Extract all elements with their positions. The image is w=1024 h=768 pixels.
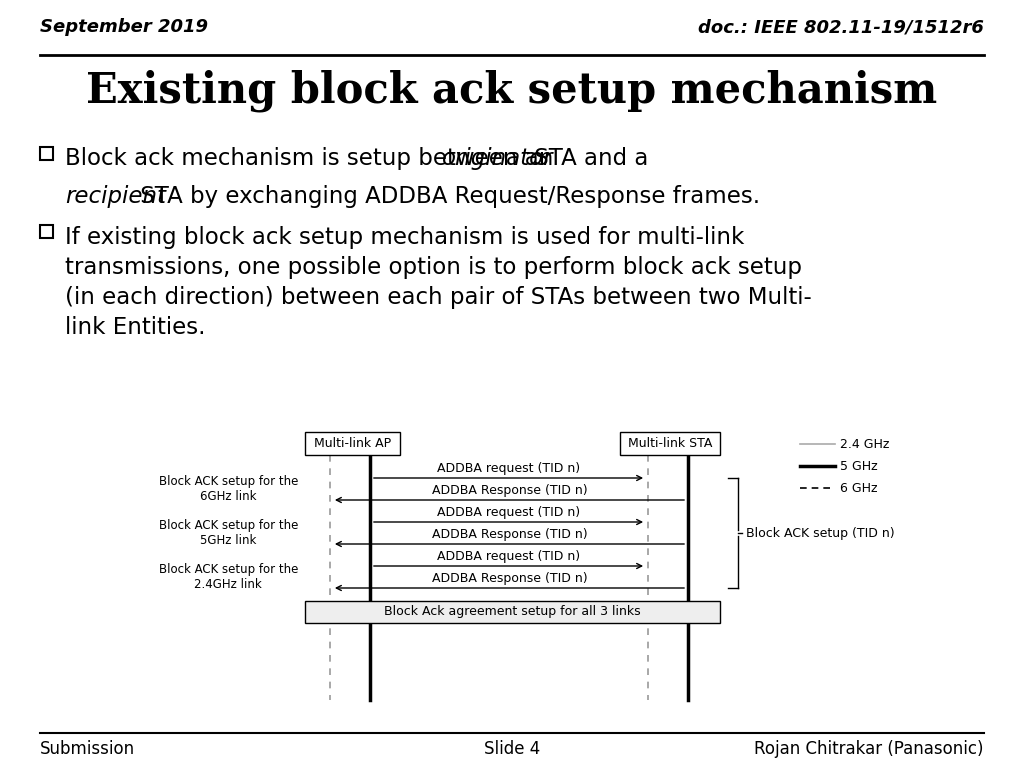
Text: Submission: Submission xyxy=(40,740,135,758)
Text: recipient: recipient xyxy=(65,185,166,208)
Text: ADDBA Response (TID n): ADDBA Response (TID n) xyxy=(432,528,588,541)
Text: Multi-link AP: Multi-link AP xyxy=(314,437,391,450)
Text: ADDBA request (TID n): ADDBA request (TID n) xyxy=(437,462,580,475)
Text: 2.4 GHz: 2.4 GHz xyxy=(840,438,890,451)
Text: Multi-link STA: Multi-link STA xyxy=(628,437,712,450)
Bar xyxy=(40,147,53,160)
Text: Block ACK setup for the
6GHz link: Block ACK setup for the 6GHz link xyxy=(159,475,298,503)
Text: Slide 4: Slide 4 xyxy=(484,740,540,758)
Text: Block ack mechanism is setup between an: Block ack mechanism is setup between an xyxy=(65,147,560,170)
Text: Block ACK setup (TID n): Block ACK setup (TID n) xyxy=(746,527,895,539)
Text: Block ACK setup for the
2.4GHz link: Block ACK setup for the 2.4GHz link xyxy=(159,563,298,591)
Bar xyxy=(305,601,720,623)
Text: Existing block ack setup mechanism: Existing block ack setup mechanism xyxy=(86,70,938,112)
Bar xyxy=(40,225,53,238)
Text: ADDBA request (TID n): ADDBA request (TID n) xyxy=(437,550,580,563)
Text: Rojan Chitrakar (Panasonic): Rojan Chitrakar (Panasonic) xyxy=(755,740,984,758)
Bar xyxy=(305,432,400,455)
Text: Block ACK setup for the
5GHz link: Block ACK setup for the 5GHz link xyxy=(159,519,298,547)
Bar xyxy=(620,432,720,455)
Text: 6 GHz: 6 GHz xyxy=(840,482,878,495)
Text: If existing block ack setup mechanism is used for multi-link
transmissions, one : If existing block ack setup mechanism is… xyxy=(65,226,812,339)
Text: doc.: IEEE 802.11-19/1512r6: doc.: IEEE 802.11-19/1512r6 xyxy=(698,18,984,36)
Text: 5 GHz: 5 GHz xyxy=(840,459,878,472)
Text: ADDBA Response (TID n): ADDBA Response (TID n) xyxy=(432,484,588,497)
Text: STA and a: STA and a xyxy=(527,147,648,170)
Text: ADDBA request (TID n): ADDBA request (TID n) xyxy=(437,506,580,519)
Text: September 2019: September 2019 xyxy=(40,18,208,36)
Text: STA by exchanging ADDBA Request/Response frames.: STA by exchanging ADDBA Request/Response… xyxy=(133,185,760,208)
Text: ADDBA Response (TID n): ADDBA Response (TID n) xyxy=(432,572,588,585)
Text: originator: originator xyxy=(442,147,554,170)
Text: Block Ack agreement setup for all 3 links: Block Ack agreement setup for all 3 link… xyxy=(384,605,641,618)
